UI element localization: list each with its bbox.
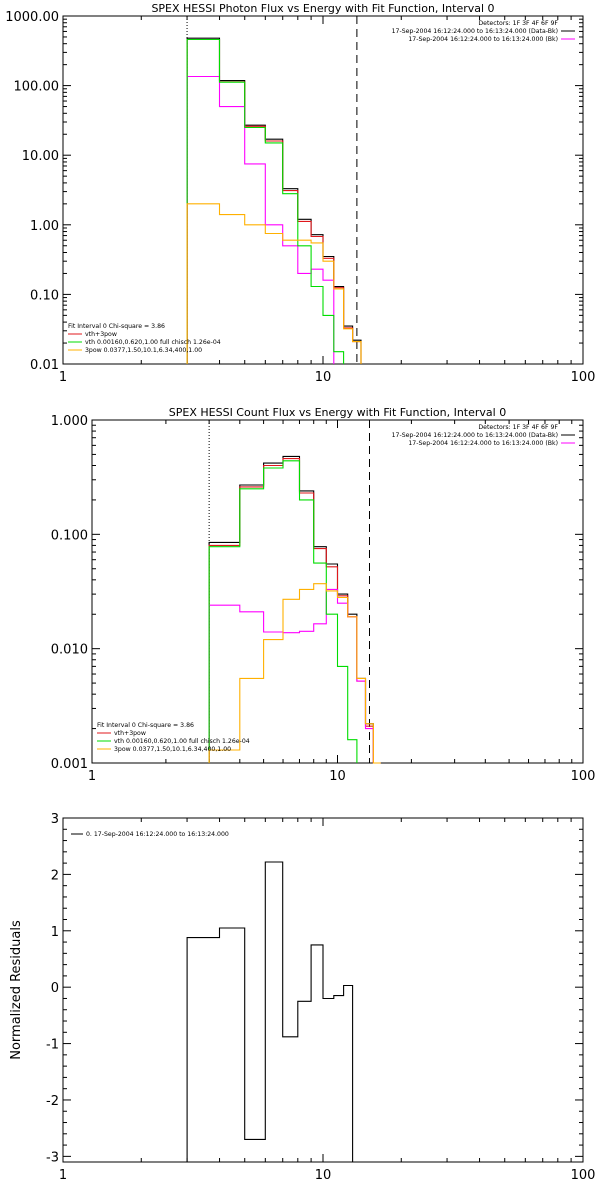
info-line-0: Detectors: 1F 3F 4F 6F 9F xyxy=(478,424,558,431)
info-line-2: 17-Sep-2004 16:12:24.000 to 16:13:24.000… xyxy=(408,36,558,43)
fit-header: Fit Interval 0 Chi-square = 3.86 xyxy=(97,722,194,729)
x-tick-label: 1 xyxy=(59,370,67,385)
y-tick-label: 1.00 xyxy=(30,219,59,234)
x-tick-label: 100 xyxy=(571,370,596,385)
y-tick-label: 0.010 xyxy=(51,643,88,658)
y-tick-label: 3 xyxy=(51,812,59,827)
series-2-step xyxy=(186,75,335,364)
y-tick-label: -3 xyxy=(46,1150,59,1165)
legend-label-0: 0. 17-Sep-2004 16:12:24.000 to 16:13:24.… xyxy=(86,831,229,838)
x-tick-label: 1 xyxy=(59,1168,67,1183)
info-line-0: Detectors: 1F 3F 4F 6F 9F xyxy=(478,20,558,27)
y-tick-label: 1 xyxy=(51,925,59,940)
y-tick-label: 1000.00 xyxy=(5,10,59,25)
series-1-step xyxy=(186,38,362,364)
y-axis-label: Normalized Residuals xyxy=(9,920,24,1060)
chart-0: SPEX HESSI Photon Flux vs Energy with Fi… xyxy=(5,2,595,385)
y-tick-label: -2 xyxy=(46,1094,59,1109)
series-3-step xyxy=(186,38,345,364)
chart-title: SPEX HESSI Photon Flux vs Energy with Fi… xyxy=(151,2,494,15)
y-tick-label: 0.10 xyxy=(30,288,59,303)
legend-label-0: vth+3pow xyxy=(114,730,146,737)
series-4-step xyxy=(208,583,381,764)
chart-title: SPEX HESSI Count Flux vs Energy with Fit… xyxy=(169,406,506,419)
info-line-2: 17-Sep-2004 16:12:24.000 to 16:13:24.000… xyxy=(408,440,558,447)
x-tick-label: 10 xyxy=(315,1168,332,1183)
y-tick-label: 1.000 xyxy=(51,414,88,429)
x-tick-label: 100 xyxy=(571,1168,596,1183)
legend-label-1: vth 0.00160,0.620,1.00 full chisch 1.26e… xyxy=(85,339,221,346)
y-tick-label: 0.01 xyxy=(30,358,59,373)
y-tick-label: 10.00 xyxy=(22,149,59,164)
series-0-step xyxy=(208,455,381,764)
legend-label-0: vth+3pow xyxy=(85,331,117,338)
legend-label-2: 3pow 0.0377,1.50,10.1,6.34,400,1.00 xyxy=(114,746,231,753)
legend-label-2: 3pow 0.0377,1.50,10.1,6.34,400,1.00 xyxy=(85,347,202,354)
y-tick-label: -1 xyxy=(46,1038,59,1053)
fit-header: Fit Interval 0 Chi-square = 3.86 xyxy=(68,323,165,330)
y-tick-label: 100.00 xyxy=(14,80,60,95)
x-tick-label: 100 xyxy=(571,769,596,784)
y-tick-label: 2 xyxy=(51,868,59,883)
series-1-step xyxy=(208,458,381,764)
info-line-1: 17-Sep-2004 16:12:24.000 to 16:13:24.000… xyxy=(392,28,558,35)
legend-label-1: vth 0.00160,0.620,1.00 full chisch 1.26e… xyxy=(114,738,250,745)
info-line-1: 17-Sep-2004 16:12:24.000 to 16:13:24.000… xyxy=(392,432,558,439)
chart-1: SPEX HESSI Count Flux vs Energy with Fit… xyxy=(51,406,596,784)
y-tick-label: 0 xyxy=(51,981,59,996)
series-4-step xyxy=(186,203,362,364)
y-tick-label: 0.001 xyxy=(51,757,88,772)
y-tick-label: 0.100 xyxy=(51,528,88,543)
x-tick-label: 10 xyxy=(329,769,346,784)
x-tick-label: 1 xyxy=(88,769,96,784)
series-0-step xyxy=(186,37,362,364)
series-0-step xyxy=(186,861,354,1162)
series-3-step xyxy=(208,460,358,763)
x-tick-label: 10 xyxy=(315,370,332,385)
chart-2: 1 10 100 -3 -2 -1 0 1 2 3 Normalized Residuals 0. 1… xyxy=(9,812,595,1183)
series-2-step xyxy=(208,588,374,763)
